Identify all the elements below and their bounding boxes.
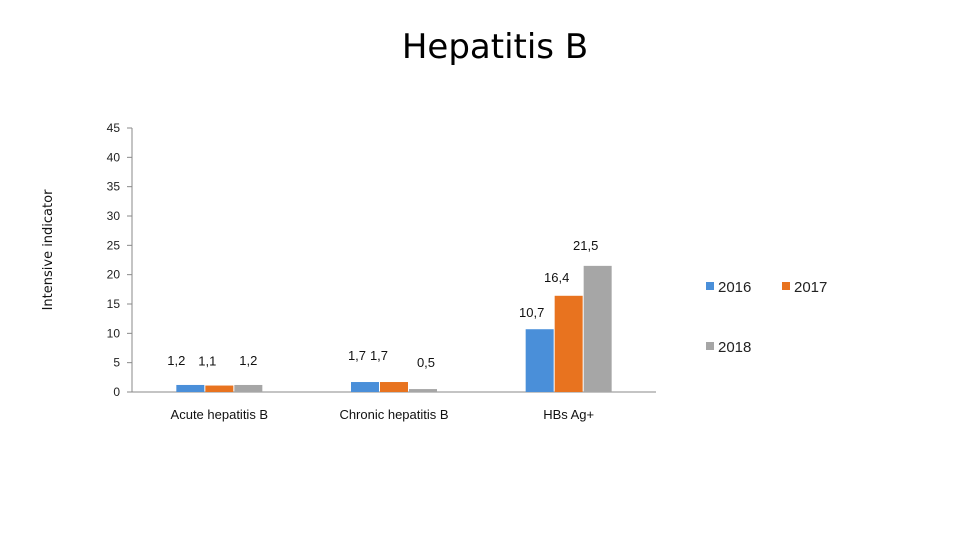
y-tick-label: 5: [113, 356, 120, 370]
y-axis-label: Intensive indicator: [41, 189, 56, 310]
data-label-2016: 1,7: [348, 348, 366, 363]
bar-2016: [351, 382, 379, 392]
bar-2018: [409, 389, 437, 392]
bar-2016: [176, 384, 205, 392]
data-label-2016: 10,7: [519, 305, 544, 320]
bar-2018: [234, 384, 263, 392]
y-tick-label: 10: [107, 326, 121, 340]
legend-swatch-2016: [706, 282, 714, 290]
data-label-2017: 1,1: [198, 354, 216, 369]
bar-2017: [554, 295, 583, 392]
data-labels: 1,2 1,1 1,2 1,7 1,7 0,5 10,7 16,4 21,5: [167, 238, 598, 370]
data-label-2016: 1,2: [167, 353, 185, 368]
legend: 2016 2017 2018: [706, 279, 827, 356]
axes: 0 5 10 15 20 25 30 35 40 45 Acute hepatitis B Chron…: [107, 121, 656, 422]
bars: [176, 265, 612, 392]
x-category-label: Chronic hepatitis B: [339, 407, 448, 422]
legend-label-2017: 2017: [794, 279, 827, 296]
data-label-2018: 0,5: [417, 355, 435, 370]
data-label-2018: 21,5: [573, 238, 598, 253]
y-tick-label: 45: [107, 121, 121, 135]
y-tick-label: 35: [107, 180, 121, 194]
y-tick-label: 20: [107, 268, 121, 282]
bar-2016: [525, 329, 554, 392]
y-tick-label: 0: [113, 385, 120, 399]
legend-label-2016: 2016: [718, 279, 751, 296]
legend-label-2018: 2018: [718, 339, 751, 356]
data-label-2017: 1,7: [370, 348, 388, 363]
data-label-2017: 16,4: [544, 270, 569, 285]
chart-title: Hepatitis B: [402, 27, 588, 67]
bar-2017: [380, 382, 408, 392]
y-tick-label: 25: [107, 238, 121, 252]
legend-swatch-2017: [782, 282, 790, 290]
y-tick-label: 15: [107, 297, 121, 311]
legend-swatch-2018: [706, 342, 714, 350]
bar-2017: [205, 385, 234, 392]
bar-2018: [583, 265, 612, 392]
y-tick-label: 30: [107, 209, 121, 223]
y-tick-label: 40: [107, 150, 121, 164]
data-label-2018: 1,2: [239, 353, 257, 368]
x-category-label: Acute hepatitis B: [171, 407, 269, 422]
x-category-label: HBs Ag+: [543, 407, 594, 422]
